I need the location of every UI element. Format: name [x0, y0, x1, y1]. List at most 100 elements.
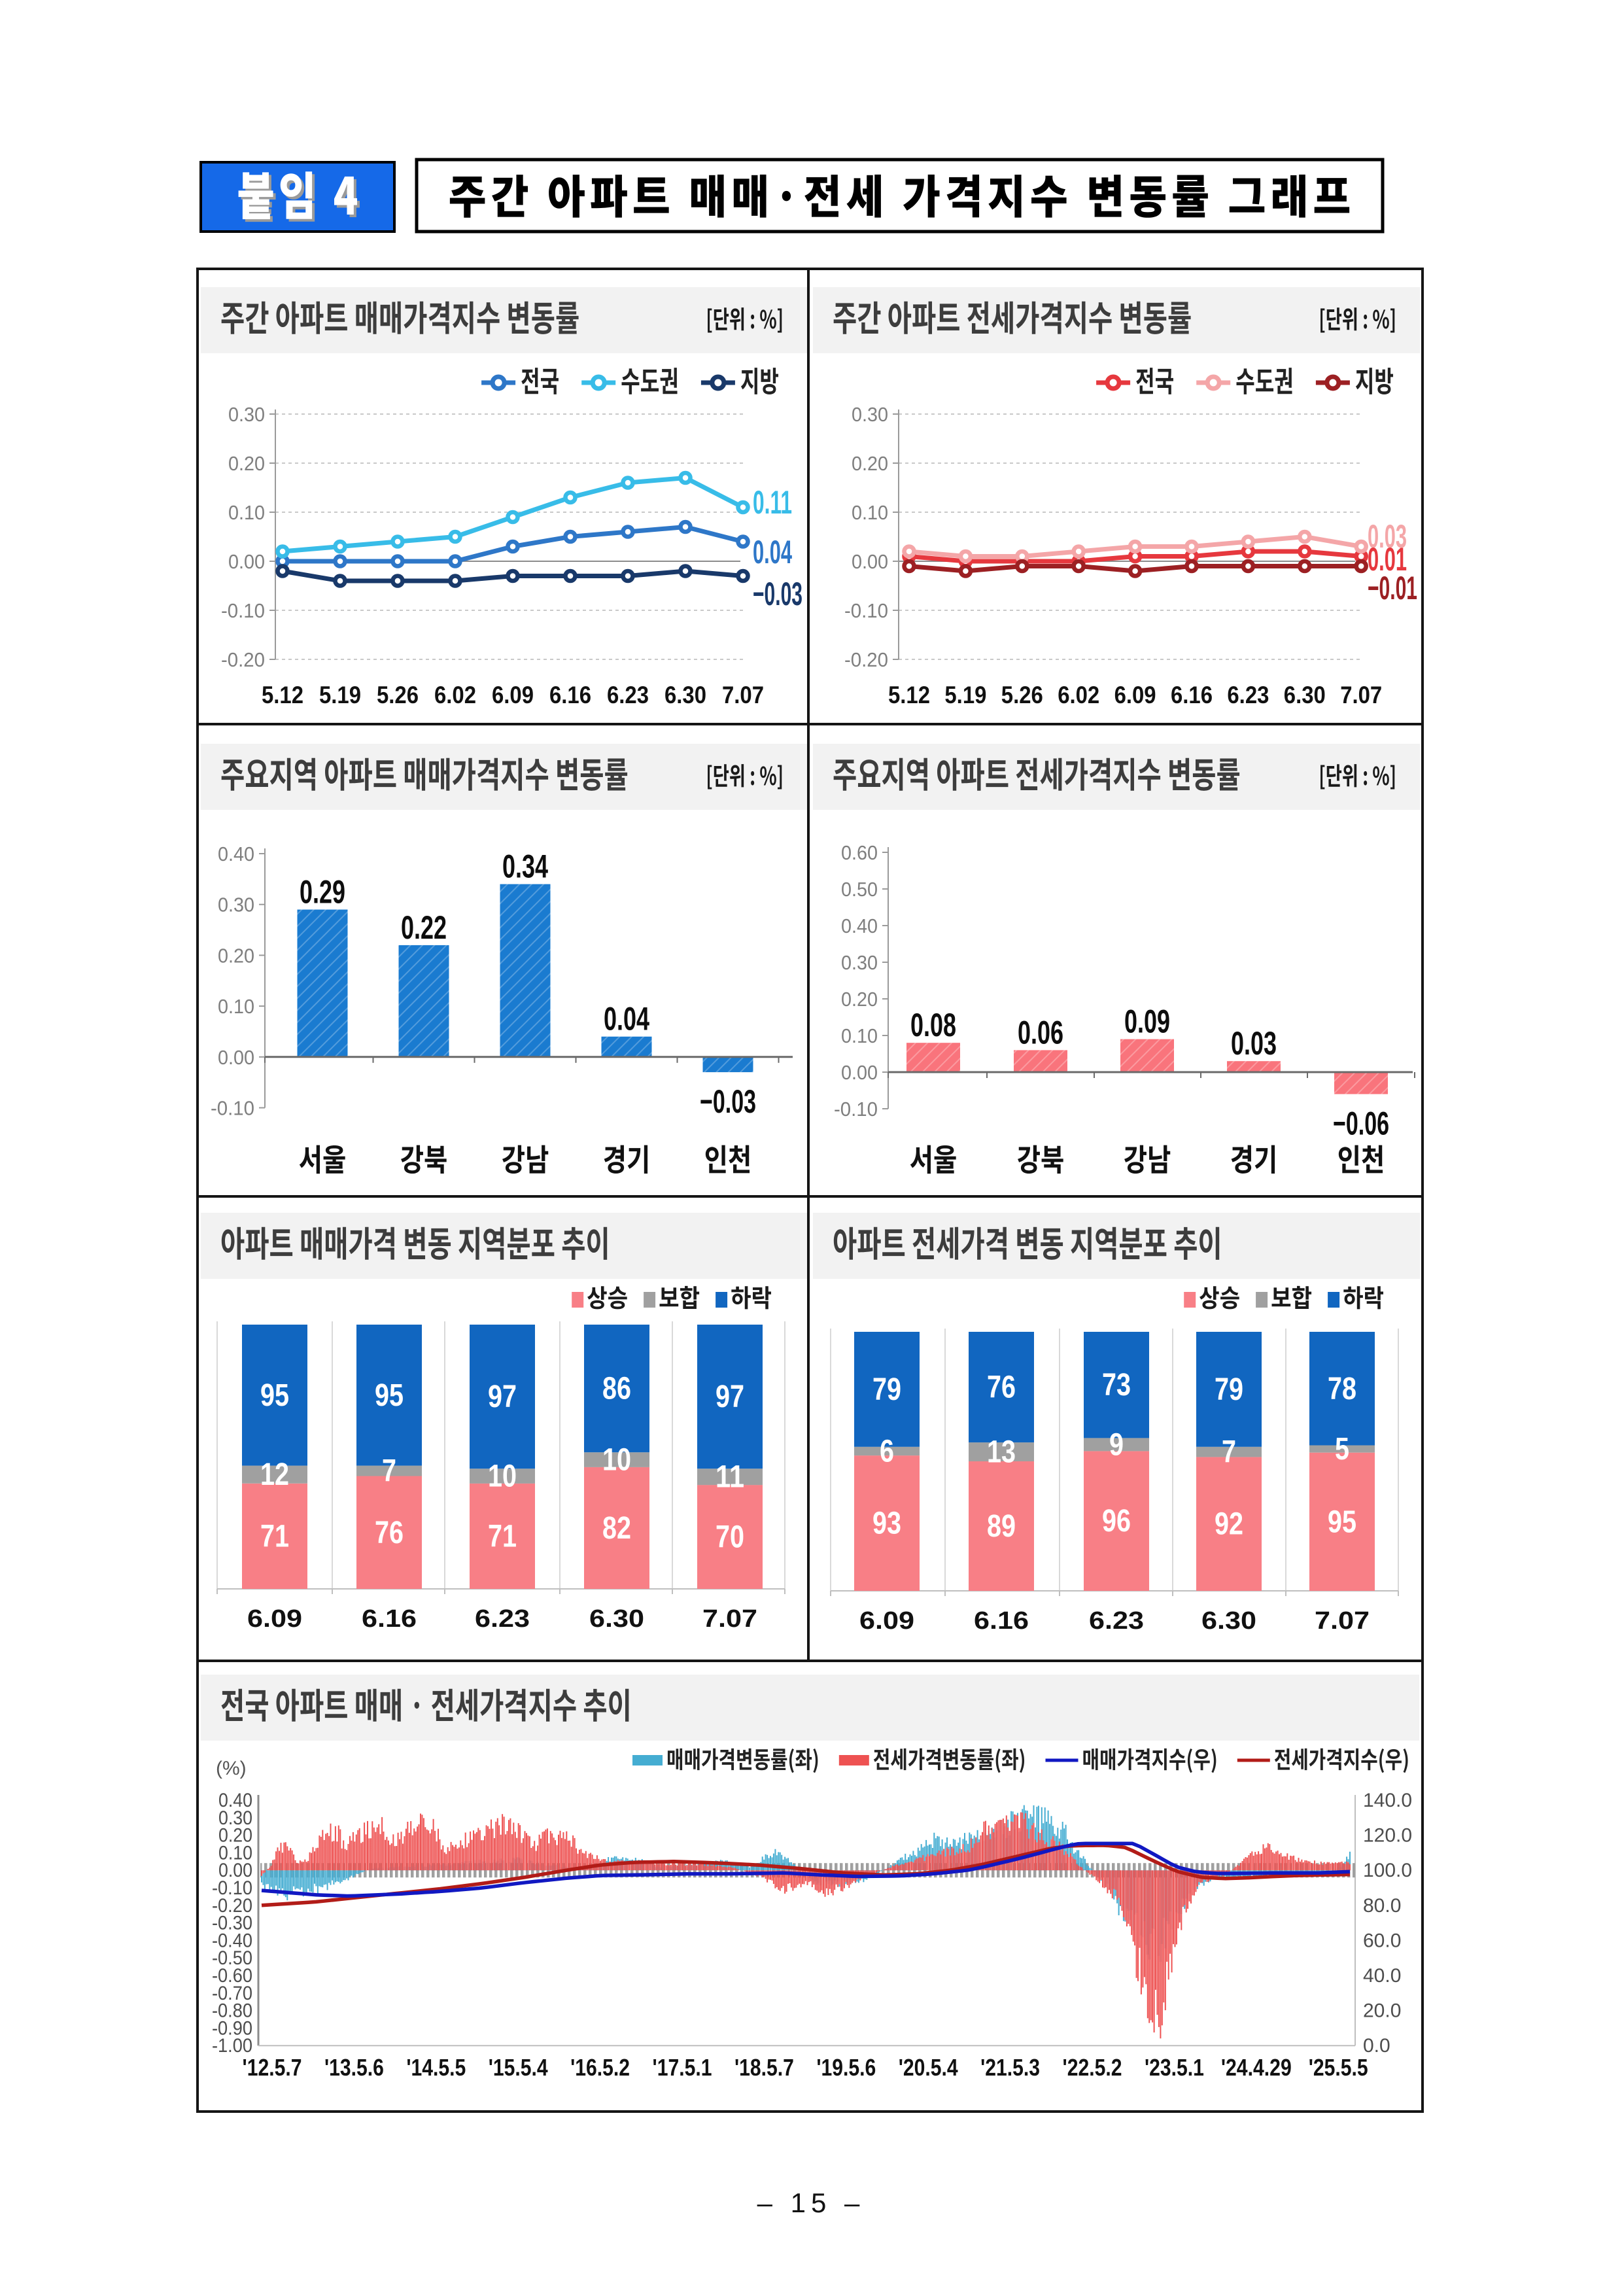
- svg-text:-0.60: -0.60: [212, 1965, 252, 1987]
- svg-text:82: 82: [602, 1511, 631, 1546]
- svg-text:-0.10: -0.10: [212, 1877, 252, 1899]
- svg-text:0.20: 0.20: [228, 452, 265, 475]
- svg-text:6.02: 6.02: [1058, 682, 1099, 708]
- svg-text:0.06: 0.06: [1018, 1014, 1063, 1051]
- svg-text:96: 96: [1102, 1504, 1131, 1539]
- svg-text:0.08: 0.08: [910, 1007, 956, 1043]
- svg-text:-0.50: -0.50: [212, 1947, 252, 1969]
- svg-text:-0.40: -0.40: [212, 1930, 252, 1951]
- svg-text:13: 13: [987, 1435, 1016, 1470]
- svg-text:0.00: 0.00: [218, 1860, 252, 1881]
- svg-text:-0.90: -0.90: [212, 2017, 252, 2039]
- svg-text:89: 89: [987, 1509, 1016, 1544]
- svg-text:78: 78: [1328, 1372, 1356, 1406]
- svg-text:76: 76: [375, 1516, 404, 1550]
- svg-text:0.03: 0.03: [1231, 1025, 1277, 1062]
- svg-text:0.20: 0.20: [852, 452, 888, 475]
- svg-text:5: 5: [1335, 1432, 1349, 1467]
- svg-text:0.29: 0.29: [300, 874, 345, 911]
- svg-text:11: 11: [716, 1460, 744, 1495]
- svg-text:6.16: 6.16: [362, 1605, 417, 1633]
- svg-text:80.0: 80.0: [1363, 1895, 1401, 1917]
- svg-text:0.0: 0.0: [1363, 2035, 1390, 2057]
- svg-text:(%): (%): [216, 1758, 247, 1779]
- svg-text:0.30: 0.30: [852, 403, 888, 426]
- svg-text:−0.03: −0.03: [700, 1083, 756, 1120]
- svg-text:-0.20: -0.20: [844, 648, 888, 671]
- svg-text:-0.20: -0.20: [212, 1895, 252, 1917]
- svg-text:0.00: 0.00: [841, 1061, 878, 1084]
- svg-text:5.26: 5.26: [377, 682, 419, 708]
- svg-text:−0.06: −0.06: [1333, 1105, 1389, 1142]
- svg-text:'17.5.1: '17.5.1: [653, 2054, 712, 2081]
- svg-text:95: 95: [375, 1378, 404, 1413]
- svg-text:140.0: 140.0: [1363, 1790, 1412, 1811]
- svg-text:6.16: 6.16: [974, 1607, 1029, 1635]
- svg-text:10: 10: [602, 1443, 631, 1478]
- svg-text:'25.5.5: '25.5.5: [1309, 2054, 1368, 2081]
- svg-text:0.11: 0.11: [753, 484, 792, 521]
- svg-text:-0.10: -0.10: [211, 1097, 254, 1120]
- svg-text:6.09: 6.09: [859, 1607, 914, 1635]
- svg-text:0.10: 0.10: [218, 995, 254, 1018]
- svg-text:0.20: 0.20: [218, 944, 254, 967]
- svg-text:'15.5.4: '15.5.4: [489, 2054, 548, 2081]
- svg-text:0.30: 0.30: [228, 403, 265, 426]
- svg-text:71: 71: [260, 1519, 289, 1554]
- svg-text:0.40: 0.40: [218, 1790, 252, 1811]
- svg-text:40.0: 40.0: [1363, 1965, 1401, 1987]
- svg-text:6.23: 6.23: [607, 682, 649, 708]
- svg-text:6.16: 6.16: [549, 682, 591, 708]
- svg-text:0.50: 0.50: [841, 878, 878, 901]
- svg-text:6.16: 6.16: [1171, 682, 1213, 708]
- svg-text:'13.5.6: '13.5.6: [324, 2054, 384, 2081]
- svg-text:'20.5.4: '20.5.4: [899, 2054, 958, 2081]
- svg-text:0.10: 0.10: [841, 1024, 878, 1047]
- svg-text:79: 79: [872, 1372, 901, 1407]
- svg-text:0.30: 0.30: [841, 951, 878, 974]
- svg-text:-0.10: -0.10: [844, 599, 888, 622]
- svg-text:6.09: 6.09: [492, 682, 534, 708]
- svg-text:6.30: 6.30: [664, 682, 706, 708]
- svg-text:0.04: 0.04: [753, 534, 792, 570]
- svg-text:7.07: 7.07: [722, 682, 764, 708]
- svg-text:6.23: 6.23: [475, 1605, 530, 1633]
- svg-text:9: 9: [1109, 1427, 1124, 1462]
- svg-text:120.0: 120.0: [1363, 1825, 1412, 1847]
- svg-text:0.03: 0.03: [1368, 518, 1407, 555]
- svg-text:−0.03: −0.03: [753, 576, 802, 612]
- svg-text:6: 6: [880, 1434, 894, 1469]
- svg-text:7: 7: [1222, 1435, 1236, 1470]
- svg-text:-0.70: -0.70: [212, 1983, 252, 2004]
- svg-text:'12.5.7: '12.5.7: [243, 2054, 302, 2081]
- svg-text:'22.5.2: '22.5.2: [1063, 2054, 1122, 2081]
- svg-text:0.22: 0.22: [401, 909, 447, 946]
- svg-text:6.09: 6.09: [1114, 682, 1156, 708]
- svg-text:6.23: 6.23: [1089, 1607, 1144, 1635]
- svg-text:0.20: 0.20: [218, 1825, 252, 1847]
- svg-text:71: 71: [488, 1519, 517, 1554]
- svg-text:−0.01: −0.01: [1368, 570, 1417, 606]
- svg-text:76: 76: [987, 1370, 1016, 1405]
- svg-text:-0.30: -0.30: [212, 1913, 252, 1934]
- svg-text:0.00: 0.00: [228, 550, 265, 573]
- svg-text:7: 7: [382, 1454, 396, 1489]
- svg-text:93: 93: [872, 1506, 901, 1541]
- svg-text:-0.20: -0.20: [221, 648, 265, 671]
- svg-text:-0.10: -0.10: [834, 1098, 878, 1121]
- svg-text:5.19: 5.19: [944, 682, 986, 708]
- svg-text:7.07: 7.07: [702, 1605, 757, 1633]
- svg-text:92: 92: [1215, 1507, 1243, 1542]
- svg-text:86: 86: [602, 1372, 631, 1406]
- svg-text:6.23: 6.23: [1227, 682, 1269, 708]
- svg-text:0.00: 0.00: [852, 550, 888, 573]
- svg-text:6.30: 6.30: [1284, 682, 1326, 708]
- svg-text:0.60: 0.60: [841, 841, 878, 864]
- svg-text:6.30: 6.30: [1201, 1607, 1256, 1635]
- svg-text:7.07: 7.07: [1340, 682, 1382, 708]
- svg-text:0.40: 0.40: [841, 914, 878, 937]
- svg-text:0.04: 0.04: [604, 1001, 649, 1037]
- svg-text:0.00: 0.00: [218, 1046, 254, 1069]
- svg-text:'24.4.29: '24.4.29: [1221, 2054, 1292, 2081]
- svg-text:79: 79: [1215, 1372, 1243, 1407]
